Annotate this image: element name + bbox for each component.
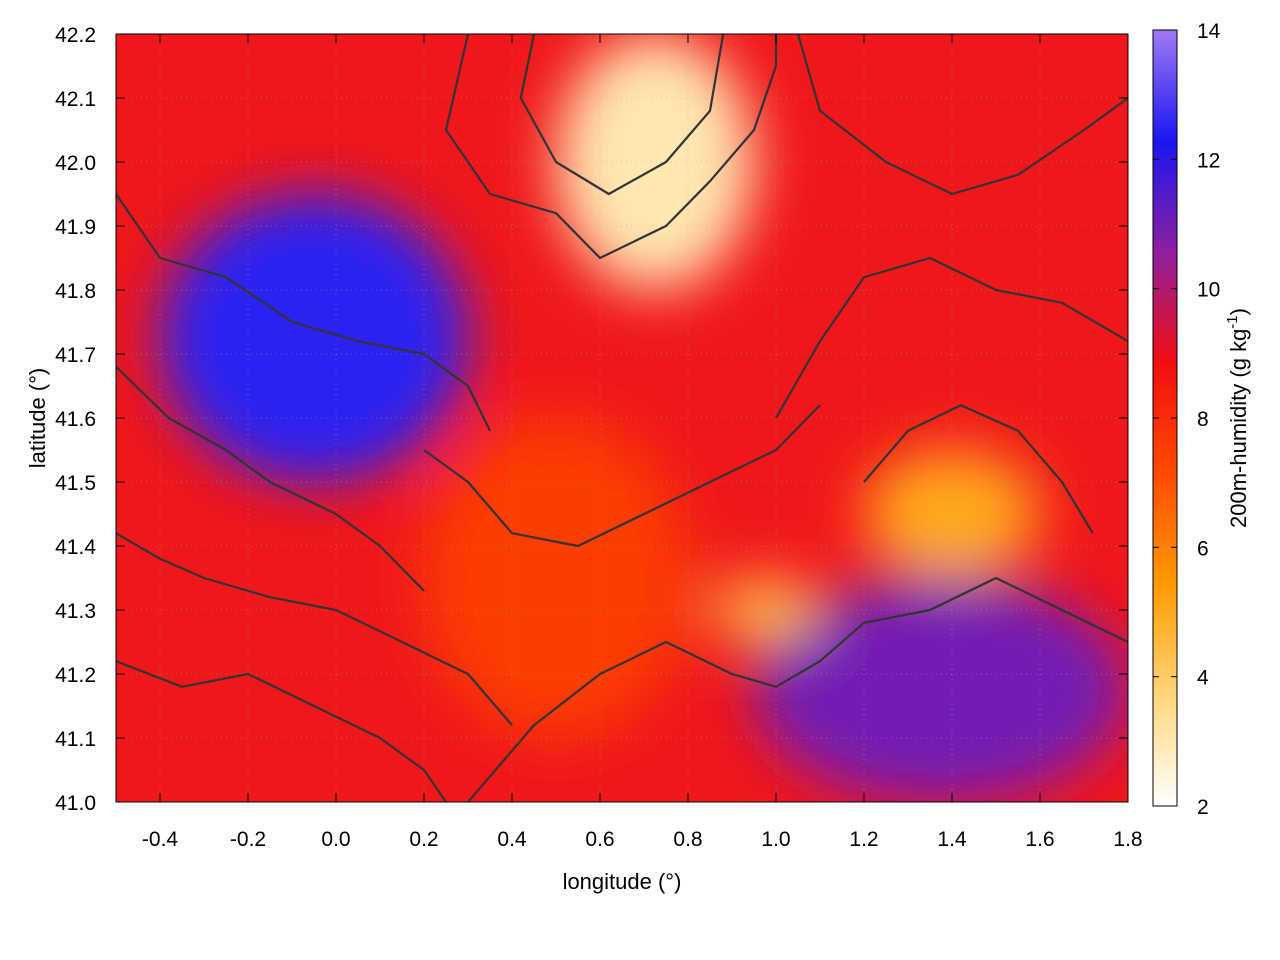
colorbar-tick-label: 4 [1197,667,1209,690]
x-tick-label: 1.6 [1025,828,1054,851]
y-tick-label: 41.0 [55,792,96,815]
x-tick-label: 1.8 [1113,828,1142,851]
contour-line [116,660,447,802]
y-tick-label: 41.7 [55,344,96,367]
x-tick-label: 1.2 [849,828,878,851]
colorbar-label-exponent: -1 [1224,315,1241,328]
contour-line [116,366,425,592]
x-tick-label: 1.0 [761,828,790,851]
y-tick-label: 42.2 [55,24,96,47]
y-tick-label: 41.2 [55,664,96,687]
colorbar-tick-label: 12 [1197,149,1220,172]
contour-line [863,404,1094,534]
colorbar-tick-label: 10 [1197,279,1220,302]
y-tick-label: 41.4 [55,536,96,559]
contour-line [116,532,513,726]
x-tick-label: -0.4 [142,828,179,851]
y-tick-label: 41.3 [55,600,96,623]
y-tick-label: 42.1 [55,88,96,111]
contour-line [444,34,778,260]
x-axis: -0.4 -0.2 0.0 0.2 0.4 0.6 0.8 1.0 1.2 1.4 1.6 1.8 [142,34,1143,851]
contour-line [116,193,491,432]
y-tick-label: 41.5 [55,472,96,495]
y-tick-label: 41.1 [55,728,96,751]
y-tick-label: 41.9 [55,216,96,239]
contour-line [519,34,725,196]
y-tick-label: 42.0 [55,152,96,175]
contour-line [796,34,1128,196]
x-tick-label: -0.2 [230,828,266,851]
y-axis-label: latitude (°) [25,368,50,469]
x-tick-label: 0.0 [321,828,350,851]
plot-area [115,33,1129,803]
x-tick-label: 0.6 [585,828,614,851]
colorbar-label-close: ) [1226,308,1251,315]
humidity-region [424,418,688,738]
colorbar-label: 200m-humidity (g kg-1) [1224,308,1251,528]
humidity-region [160,194,468,482]
contour-line [423,404,821,548]
humidity-region [556,34,754,290]
x-axis-label: longitude (°) [563,869,682,894]
y-axis: 41.0 41.1 41.2 41.3 41.4 41.5 41.6 41.7 41.8 41.9… [55,24,1128,815]
contour-line [775,256,1128,419]
colorbar-tick-label: 14 [1197,20,1221,43]
colorbar-tick-label: 6 [1197,537,1209,560]
y-tick-label: 41.8 [55,280,96,303]
colorbar-label-main: 200m-humidity (g kg [1226,329,1251,528]
colorbar-ticks: 2 4 6 8 10 12 14 [1153,20,1221,819]
colorbar-tick-label: 2 [1197,796,1209,819]
humidity-region [754,578,1128,802]
humidity-region [710,578,820,642]
colorbar-tick-label: 8 [1197,408,1209,431]
x-tick-label: 0.8 [673,828,702,851]
x-tick-label: 0.2 [409,828,438,851]
contour-line [467,576,1128,802]
x-tick-label: 0.4 [497,828,527,851]
y-tick-label: 41.6 [55,408,96,431]
orography-contours [116,34,1128,802]
colorbar: 2 4 6 8 10 12 14 200m-humidity (g kg-1) [1152,20,1251,819]
x-tick-label: 1.4 [937,828,967,851]
